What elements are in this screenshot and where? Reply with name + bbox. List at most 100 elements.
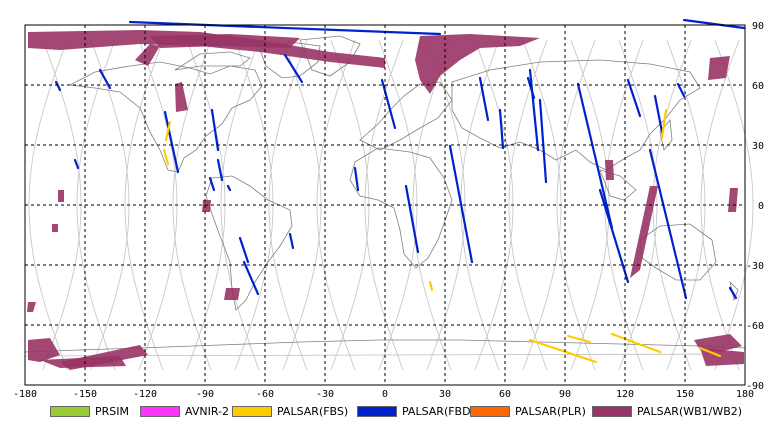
legend-item-palsar-plr: PALSAR(PLR) bbox=[470, 404, 586, 418]
lat-tick-label: -30 bbox=[746, 261, 764, 272]
lon-tick-label: 0 bbox=[382, 389, 388, 400]
orbit-track bbox=[172, 39, 212, 371]
legend-item-palsar-fbd: PALSAR(FBD) bbox=[357, 404, 475, 418]
palsar-fbd-track bbox=[73, 158, 80, 170]
palsar-wb-swath bbox=[28, 338, 60, 362]
lon-tick-label: -60 bbox=[256, 389, 274, 400]
lat-tick-label: 30 bbox=[752, 141, 764, 152]
palsar-fbs-track bbox=[566, 334, 592, 344]
palsar-fbd-tracks bbox=[54, 18, 746, 300]
legend-label-palsar-fbs: PALSAR(FBS) bbox=[277, 404, 349, 418]
palsar-fbs-track bbox=[528, 338, 598, 364]
palsar-fbd-track bbox=[653, 94, 664, 134]
lat-tick-label: 0 bbox=[758, 201, 764, 212]
legend-swatch-avnir2 bbox=[140, 405, 180, 417]
legend-label-palsar-wb: PALSAR(WB1/WB2) bbox=[637, 404, 743, 418]
orbit-track bbox=[28, 39, 68, 371]
palsar-fbd-track bbox=[682, 18, 746, 30]
orbit-track bbox=[76, 39, 116, 371]
palsar-fbd-track bbox=[448, 144, 474, 264]
palsar-fbd-track bbox=[163, 110, 180, 174]
lon-tick-label: 90 bbox=[559, 389, 571, 400]
lat-tick-label: -60 bbox=[746, 321, 764, 332]
orbit-track bbox=[364, 39, 404, 371]
legend-label-avnir2: AVNIR-2 bbox=[185, 404, 229, 418]
legend: PRSIM AVNIR-2 PALSAR(FBS) PALSAR(FBD) PA… bbox=[0, 400, 770, 430]
palsar-wb-swath bbox=[415, 34, 540, 94]
palsar-wb-swath bbox=[28, 30, 385, 68]
legend-swatch-palsar-fbs bbox=[232, 405, 272, 417]
palsar-fbd-track bbox=[576, 82, 614, 230]
lon-tick-label: 180 bbox=[736, 389, 754, 400]
palsar-wb-swath bbox=[175, 82, 188, 112]
legend-item-avnir2: AVNIR-2 bbox=[140, 404, 229, 418]
legend-label-palsar-fbd: PALSAR(FBD) bbox=[402, 404, 475, 418]
legend-swatch-palsar-wb bbox=[592, 405, 632, 417]
palsar-fbs-tracks bbox=[162, 108, 722, 364]
palsar-fbs-track bbox=[610, 332, 662, 354]
palsar-fbd-track bbox=[216, 158, 224, 182]
longitude-tick-labels: -180 -150 -120 -90 -60 -30 0 30 60 90 120 150 180 bbox=[13, 389, 754, 400]
palsar-wb-swath bbox=[52, 224, 58, 232]
orbit-track bbox=[412, 39, 452, 371]
palsar-fbd-track bbox=[404, 184, 420, 254]
palsar-fbd-track bbox=[98, 68, 112, 90]
map-frame bbox=[24, 24, 746, 386]
orbit-track bbox=[268, 39, 308, 371]
legend-item-palsar-fbs: PALSAR(FBS) bbox=[232, 404, 348, 418]
lon-tick-label: -150 bbox=[73, 389, 97, 400]
palsar-fbd-track bbox=[626, 78, 642, 118]
legend-swatch-palsar-plr bbox=[470, 405, 510, 417]
palsar-wb-swath bbox=[60, 345, 148, 370]
palsar-fbd-track bbox=[538, 98, 548, 184]
palsar-fbs-track bbox=[698, 346, 722, 358]
palsar-fbd-track bbox=[676, 82, 686, 98]
palsar-fbd-track bbox=[54, 80, 62, 92]
legend-label-palsar-plr: PALSAR(PLR) bbox=[515, 404, 586, 418]
lon-tick-label: -120 bbox=[133, 389, 157, 400]
palsar-wb-swaths bbox=[27, 30, 744, 370]
palsar-fbd-track bbox=[288, 232, 295, 250]
palsar-wb-swath bbox=[150, 34, 300, 48]
palsar-fbd-track bbox=[498, 108, 505, 150]
palsar-wb-swath bbox=[605, 160, 614, 180]
lat-tick-label: 90 bbox=[752, 21, 764, 32]
lat-tick-label: 60 bbox=[752, 81, 764, 92]
palsar-fbd-track bbox=[238, 236, 250, 264]
orbit-track bbox=[124, 39, 164, 371]
orbit-track bbox=[700, 39, 740, 371]
palsar-fbd-track bbox=[226, 184, 232, 192]
palsar-fbd-track bbox=[210, 108, 220, 152]
lon-tick-label: 120 bbox=[616, 389, 634, 400]
latitude-tick-labels: 90 60 30 0 -30 -60 -90 bbox=[746, 21, 764, 392]
palsar-fbd-track bbox=[728, 286, 738, 300]
palsar-fbd-track bbox=[478, 76, 490, 122]
lon-tick-label: 30 bbox=[439, 389, 451, 400]
lat-tick-label: -90 bbox=[746, 381, 764, 392]
orbit-track bbox=[714, 39, 754, 371]
palsar-fbs-track bbox=[164, 120, 172, 142]
palsar-fbs-track bbox=[428, 280, 434, 292]
legend-swatch-prsim bbox=[50, 405, 90, 417]
orbit-track bbox=[316, 39, 356, 371]
orbit-track bbox=[508, 39, 548, 371]
lon-tick-label: -90 bbox=[196, 389, 214, 400]
palsar-fbd-track bbox=[598, 188, 630, 284]
graticule bbox=[25, 25, 745, 385]
legend-item-palsar-wb: PALSAR(WB1/WB2) bbox=[592, 404, 742, 418]
palsar-wb-swath bbox=[694, 334, 742, 352]
palsar-wb-swath bbox=[58, 190, 64, 202]
palsar-wb-swath bbox=[708, 56, 730, 80]
palsar-wb-swath bbox=[202, 200, 211, 212]
palsar-wb-swath bbox=[630, 186, 658, 278]
palsar-wb-swath bbox=[27, 302, 36, 312]
legend-swatch-palsar-fbd bbox=[357, 405, 397, 417]
palsar-fbd-track bbox=[528, 68, 540, 152]
palsar-fbd-track bbox=[242, 260, 260, 296]
palsar-wb-swath bbox=[135, 44, 160, 66]
legend-label-prsim: PRSIM bbox=[95, 404, 129, 418]
palsar-wb-swath bbox=[728, 188, 738, 212]
lon-tick-label: 60 bbox=[499, 389, 511, 400]
palsar-fbs-track bbox=[660, 108, 668, 140]
